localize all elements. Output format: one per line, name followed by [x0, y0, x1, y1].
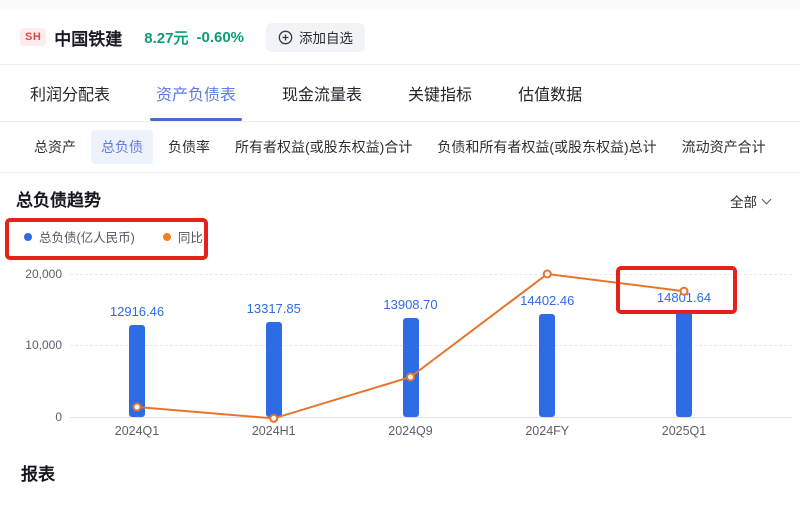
- section-divider: [0, 172, 800, 173]
- bar-value-label-2024H1: 13317.85: [246, 300, 301, 316]
- legend-item-total-liabilities[interactable]: 总负债(亿人民币): [24, 227, 135, 246]
- range-dropdown-label: 全部: [730, 195, 757, 210]
- y-axis-tick-10000: 10,000: [25, 338, 62, 352]
- bar-value-label-2025Q1: 14801.64: [656, 290, 712, 306]
- top-strip: [0, 0, 800, 10]
- chart-legend: 总负债(亿人民币) 同比: [24, 227, 203, 246]
- legend-dot-blue-icon: [24, 232, 32, 241]
- tab-key-indicators[interactable]: 关键指标: [408, 87, 473, 104]
- chart-area: 20,000 10,000 0 12916.46 2024Q1 13317.85 20…: [0, 250, 800, 450]
- subtab-total-liabilities[interactable]: 总负债: [91, 130, 153, 164]
- bar-2024FY[interactable]: [539, 314, 556, 417]
- chart-section-title: 总负债趋势: [16, 191, 101, 210]
- stock-price: 8.27元: [144, 29, 189, 47]
- gridline-20000: [70, 274, 792, 275]
- x-axis-label-2025Q1: 2025Q1: [661, 424, 707, 438]
- stock-header: SH 中国铁建 8.27元 -0.60% 添加自选: [0, 10, 800, 65]
- x-axis-label-2024Q1: 2024Q1: [114, 424, 160, 438]
- tab-profit-distribution[interactable]: 利润分配表: [30, 87, 111, 104]
- x-axis-label-2024Q9: 2024Q9: [388, 424, 433, 438]
- x-axis-label-2024H1: 2024H1: [251, 424, 296, 438]
- report-tabs: 利润分配表 资产负债表 现金流量表 关键指标 估值数据: [0, 65, 800, 122]
- legend-label: 同比: [177, 231, 203, 245]
- stock-change-percent: -0.60%: [196, 28, 245, 46]
- add-watchlist-button[interactable]: 添加自选: [266, 22, 366, 52]
- bar-2024Q1[interactable]: [129, 324, 145, 417]
- chevron-down-icon: [761, 194, 772, 204]
- bar-value-label-2024Q1: 12916.46: [109, 303, 165, 319]
- y-axis-tick-0: 0: [55, 410, 62, 424]
- exchange-badge: SH: [20, 28, 47, 46]
- metric-subtabs: 总资产 总负债 负债率 所有者权益(或股东权益)合计 负债和所有者权益(或股东权…: [0, 122, 800, 172]
- subtab-total-assets[interactable]: 总资产: [34, 139, 76, 155]
- legend-dot-orange-icon: [162, 232, 171, 241]
- bar-2024Q9[interactable]: [402, 317, 419, 417]
- subtab-liabilities-and-equity-total[interactable]: 负债和所有者权益(或股东权益)总计: [437, 139, 657, 155]
- gridline-zero: [70, 417, 792, 418]
- bar-2024H1[interactable]: [265, 321, 282, 417]
- x-axis-label-2024FY: 2024FY: [525, 424, 570, 438]
- stock-name: 中国铁建: [54, 29, 123, 49]
- subtab-owners-equity-total[interactable]: 所有者权益(或股东权益)合计: [235, 139, 413, 155]
- add-watchlist-label: 添加自选: [299, 31, 354, 46]
- bar-value-label-2024FY: 14402.46: [520, 293, 575, 309]
- tab-balance-sheet[interactable]: 资产负债表: [150, 65, 243, 121]
- y-axis-tick-20000: 20,000: [25, 267, 62, 281]
- tab-cash-flow[interactable]: 现金流量表: [282, 87, 363, 104]
- legend-label: 总负债(亿人民币): [39, 231, 135, 245]
- add-circle-plus-icon: [278, 30, 293, 44]
- report-section-title: 报表: [21, 465, 55, 484]
- bar-value-label-2024Q9: 13908.70: [383, 296, 438, 312]
- bar-2025Q1[interactable]: [676, 311, 692, 417]
- subtab-current-assets-total[interactable]: 流动资产合计: [681, 139, 766, 155]
- subtab-debt-ratio[interactable]: 负债率: [168, 139, 210, 155]
- range-dropdown[interactable]: 全部: [724, 190, 776, 212]
- tab-valuation-data[interactable]: 估值数据: [518, 87, 583, 104]
- legend-item-yoy[interactable]: 同比: [162, 227, 203, 246]
